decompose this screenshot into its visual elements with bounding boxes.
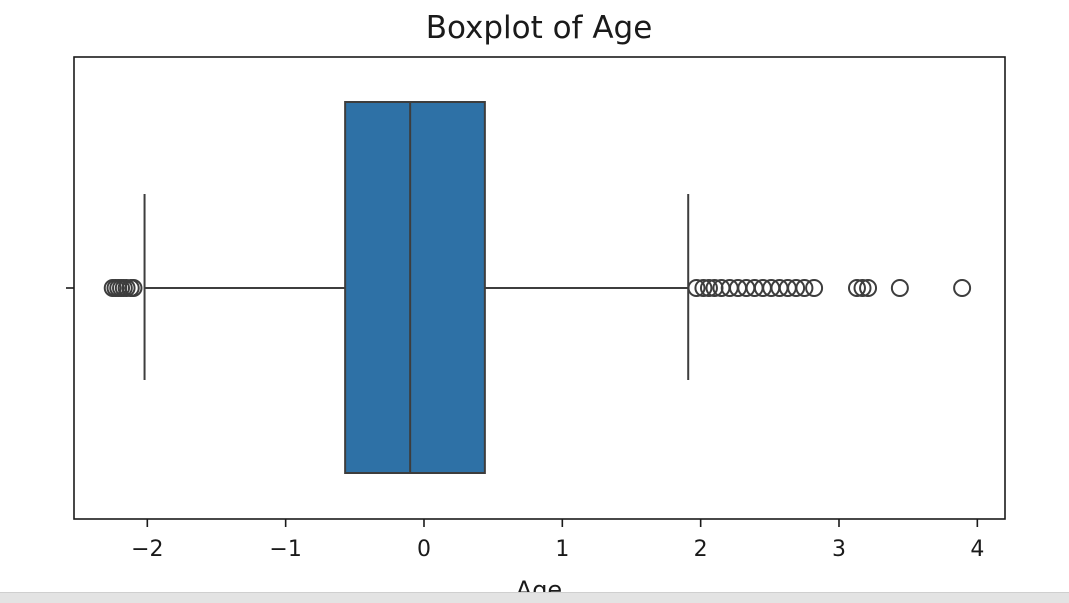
outlier-point bbox=[953, 279, 972, 297]
outlier-point bbox=[805, 279, 824, 297]
outlier-point bbox=[694, 279, 713, 297]
x-tick-label: −1 bbox=[269, 537, 301, 562]
x-tick-label: 2 bbox=[694, 537, 708, 562]
x-tick-label: 0 bbox=[417, 537, 431, 562]
outlier-point bbox=[847, 279, 866, 297]
x-tick-label: 4 bbox=[970, 537, 984, 562]
chart-title: Boxplot of Age bbox=[426, 10, 653, 46]
x-tick-label: 1 bbox=[555, 537, 569, 562]
outlier-point bbox=[787, 279, 806, 297]
outlier-point bbox=[124, 279, 143, 297]
x-axis-ticks: −2 −1 0 1 2 3 4 bbox=[131, 519, 984, 562]
boxplot-marks bbox=[103, 101, 972, 474]
outlier-point bbox=[890, 279, 909, 297]
outlier-point bbox=[795, 279, 814, 297]
outlier-point bbox=[859, 279, 878, 297]
outlier-point bbox=[699, 279, 718, 297]
x-tick-label: 3 bbox=[832, 537, 846, 562]
outlier-point bbox=[853, 279, 872, 297]
x-tick-label: −2 bbox=[131, 537, 163, 562]
window-bottom-edge bbox=[0, 592, 1069, 603]
iqr-box bbox=[344, 101, 486, 474]
outlier-point bbox=[687, 279, 706, 297]
outlier-point bbox=[117, 279, 136, 297]
